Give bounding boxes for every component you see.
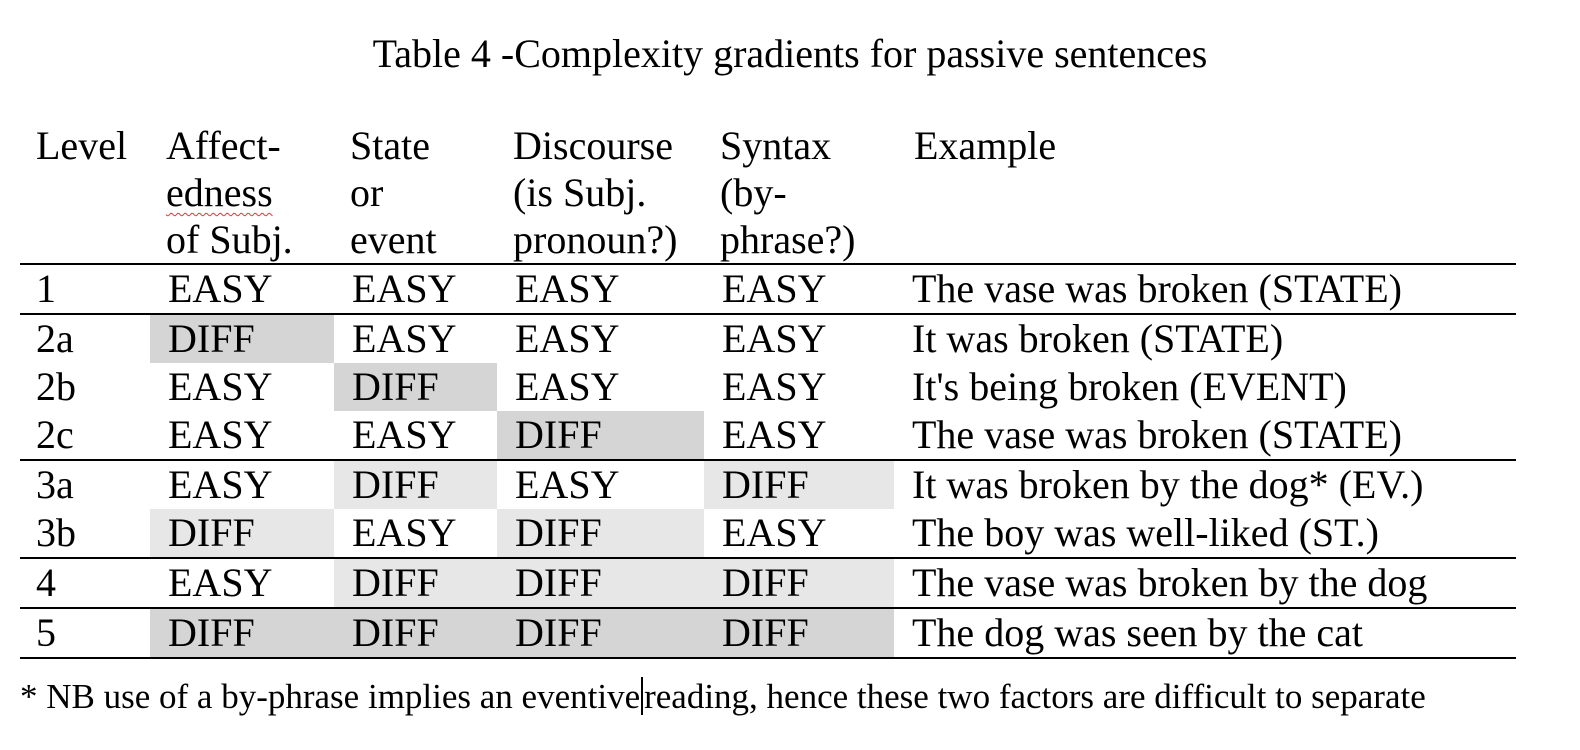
cell-discourse: EASY: [515, 364, 620, 409]
table-row: 2b EASY DIFF EASY EASY It's being broken…: [20, 363, 1516, 411]
cell-state-event: EASY: [334, 313, 497, 363]
text-cursor: [641, 677, 644, 715]
table-row: 1 EASY EASY EASY EASY The vase was broke…: [20, 263, 1516, 314]
cell-level: 5: [20, 607, 150, 659]
cell-discourse: EASY: [497, 313, 704, 363]
footnote[interactable]: * NB use of a by-phrase implies an event…: [20, 675, 1560, 719]
cell-state-event: DIFF: [334, 557, 497, 608]
table-row: 2a DIFF EASY EASY EASY It was broken (ST…: [20, 313, 1516, 363]
spellcheck-flagged-word: edness: [166, 170, 273, 215]
cell-affectedness: EASY: [168, 364, 273, 409]
cell-state-event: EASY: [334, 263, 497, 314]
cell-affectedness: EASY: [150, 263, 334, 314]
cell-state-event: DIFF: [334, 363, 497, 411]
cell-syntax: DIFF: [704, 459, 894, 509]
header-row: Level Affect-edness of Subj. State or eve…: [20, 122, 1516, 264]
cell-example: The vase was broken (STATE): [894, 263, 1516, 314]
cell-level: 3b: [36, 510, 76, 555]
cell-level: 2b: [36, 364, 76, 409]
cell-syntax: EASY: [722, 510, 827, 555]
cell-affectedness: DIFF: [150, 313, 334, 363]
cell-discourse: EASY: [497, 459, 704, 509]
header-state-event: State or event: [350, 123, 437, 262]
header-discourse: Discourse (is Subj. pronoun?): [513, 123, 678, 262]
header-example: Example: [914, 123, 1057, 168]
cell-syntax: EASY: [722, 412, 827, 457]
cell-affectedness: DIFF: [150, 607, 334, 659]
cell-level: 1: [20, 263, 150, 314]
cell-discourse: DIFF: [497, 607, 704, 659]
cell-syntax: EASY: [722, 364, 827, 409]
cell-level: 2c: [36, 412, 74, 457]
cell-example: It was broken (STATE): [894, 313, 1516, 363]
header-affectedness: Affect-edness of Subj.: [150, 122, 334, 264]
table-row: 3a EASY DIFF EASY DIFF It was broken by …: [20, 459, 1516, 509]
cell-example: The dog was seen by the cat: [894, 607, 1516, 659]
cell-affectedness: EASY: [150, 557, 334, 608]
cell-syntax: EASY: [704, 263, 894, 314]
cell-level: 2a: [20, 313, 150, 363]
cell-syntax: EASY: [704, 313, 894, 363]
cell-state-event: DIFF: [334, 459, 497, 509]
header-level: Level: [36, 123, 128, 168]
cell-level: 4: [20, 557, 150, 608]
cell-affectedness: EASY: [150, 459, 334, 509]
footnote-text-end: reading, hence these two factors are dif…: [644, 677, 1426, 716]
cell-syntax: DIFF: [704, 607, 894, 659]
header-affectedness-line1: Affect-: [166, 123, 281, 168]
footnote-text-start: * NB use of a by-phrase implies an event…: [20, 677, 641, 716]
cell-level: 3a: [20, 459, 150, 509]
cell-example: The vase was broken (STATE): [912, 412, 1402, 457]
header-affectedness-line3: of Subj.: [166, 217, 293, 262]
table-row: 5 DIFF DIFF DIFF DIFF The dog was seen b…: [20, 607, 1516, 659]
cell-discourse: DIFF: [497, 557, 704, 608]
table-title: Table 4 -Complexity gradients for passiv…: [372, 31, 1208, 76]
table-row: 4 EASY DIFF DIFF DIFF The vase was broke…: [20, 557, 1516, 608]
table-row: 2c EASY EASY DIFF EASY The vase was brok…: [20, 411, 1516, 460]
cell-discourse: DIFF: [497, 411, 704, 460]
cell-syntax: DIFF: [704, 557, 894, 608]
cell-affectedness: DIFF: [150, 509, 334, 558]
cell-discourse: EASY: [497, 263, 704, 314]
cell-example: The boy was well-liked (ST.): [912, 510, 1379, 555]
cell-state-event: DIFF: [334, 607, 497, 659]
cell-example: The vase was broken by the dog: [894, 557, 1516, 608]
table-row: 3b DIFF EASY DIFF EASY The boy was well-…: [20, 509, 1516, 558]
cell-affectedness: EASY: [168, 412, 273, 457]
cell-state-event: EASY: [352, 412, 457, 457]
header-syntax: Syntax (by- phrase?): [720, 123, 856, 262]
cell-state-event: EASY: [352, 510, 457, 555]
cell-discourse: DIFF: [497, 509, 704, 558]
complexity-table: Level Affect-edness of Subj. State or eve…: [20, 122, 1516, 659]
cell-example: It was broken by the dog* (EV.): [894, 459, 1516, 509]
cell-example: It's being broken (EVENT): [912, 364, 1347, 409]
